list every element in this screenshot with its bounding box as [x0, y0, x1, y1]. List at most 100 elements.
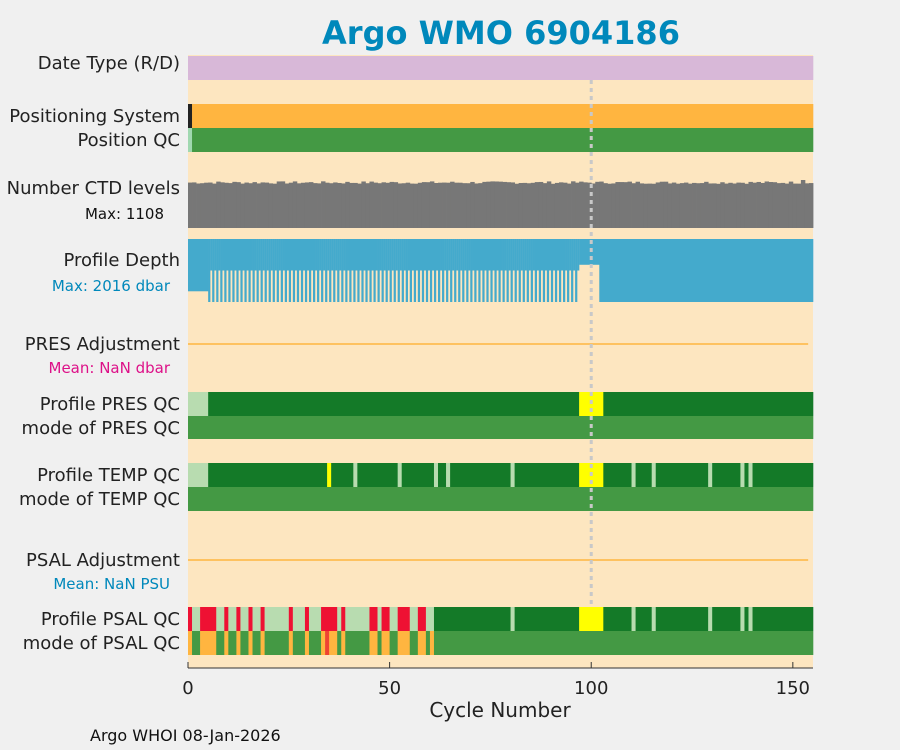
depth-bar-shallow: [319, 239, 322, 271]
mode-psal-qc-segment-16: [321, 631, 326, 655]
profile-temp-qc-segment-0: [188, 463, 209, 487]
depth-bar-deep: [502, 239, 505, 302]
ctd-level-bar: [647, 183, 653, 228]
mode-psal-qc-segment-4: [224, 631, 229, 655]
depth-bar-shallow: [246, 239, 249, 271]
ctd-level-bar: [401, 183, 407, 228]
depth-bar-shallow: [262, 239, 265, 271]
depth-bar-deep: [357, 239, 360, 302]
ctd-level-bar: [236, 182, 241, 228]
mode-psal-qc-segment-3: [216, 631, 225, 655]
depth-bar-deep: [232, 239, 235, 302]
ctd-level-bar: [462, 183, 467, 228]
mode-psal-qc-segment-7: [240, 631, 249, 655]
depth-bar-shallow: [339, 239, 342, 271]
profile-psal-qc-segment-2: [200, 607, 217, 631]
depth-bar-deep: [333, 239, 336, 302]
profile-temp-qc-segment-5: [357, 463, 398, 487]
depth-bar-deep: [349, 239, 352, 302]
depth-bar-shallow: [230, 239, 233, 271]
profile-temp-qc-segment-13: [514, 463, 580, 487]
profile-temp-qc-segment-16: [631, 463, 636, 487]
ctd-level-bar: [280, 181, 286, 228]
depth-bar-deep: [345, 239, 348, 302]
position-qc-segment-0: [188, 128, 193, 152]
depth-bar-deep: [486, 239, 489, 302]
row-profile-temp-qc: [188, 463, 814, 487]
ctd-level-bar: [740, 182, 745, 228]
ctd-level-bar: [409, 183, 415, 228]
ctd-level-bar: [200, 183, 205, 228]
ctd-level-bar: [373, 182, 378, 228]
profile-psal-qc-segment-30: [514, 607, 580, 631]
ctd-level-bar: [708, 183, 713, 228]
ctd-level-bar: [224, 182, 229, 228]
ctd-level-bar: [329, 183, 334, 228]
depth-bar-shallow: [577, 239, 580, 271]
ctd-level-bar: [276, 181, 282, 228]
ctd-level-bar: [724, 183, 729, 228]
row-label-profile-temp-qc: Profile TEMP QC: [37, 465, 180, 486]
depth-bar-shallow: [226, 239, 229, 271]
mode-psal-qc-segment-5: [228, 631, 237, 655]
depth-bar-deep: [272, 239, 275, 302]
ctd-level-bar: [595, 181, 600, 228]
ctd-level-bar: [361, 181, 366, 228]
ctd-level-bar: [554, 182, 560, 228]
mode-psal-qc-segment-17: [325, 631, 330, 655]
ctd-level-bar: [369, 181, 374, 228]
ctd-level-bar: [591, 183, 596, 228]
profile-psal-qc-segment-1: [192, 607, 201, 631]
depth-max-label: Max: 2016 dbar: [52, 277, 171, 295]
depth-bar-deep: [361, 239, 364, 302]
mode-psal-qc-segment-10: [260, 631, 265, 655]
depth-bar-deep: [373, 239, 376, 302]
depth-bar-shallow: [371, 239, 374, 271]
ctd-level-bar: [792, 183, 798, 228]
depth-bar-deep: [571, 239, 574, 302]
ctd-level-bar: [240, 183, 245, 228]
depth-bar-deep: [353, 239, 356, 302]
ctd-level-bar: [341, 183, 346, 228]
depth-bar-shallow: [472, 239, 475, 271]
profile-psal-qc-segment-8: [248, 607, 253, 631]
depth-bar-shallow: [440, 239, 443, 271]
depth-bar-deep: [558, 239, 562, 302]
ctd-level-bar: [260, 182, 266, 228]
mode-psal-qc-segment-15: [308, 631, 322, 655]
chart-title: Argo WMO 6904186: [322, 14, 680, 52]
profile-temp-qc-segment-2: [327, 463, 332, 487]
profile-pres-qc-segment-3: [603, 392, 814, 416]
row-label-psal-adjustment: PSAL Adjustment: [26, 550, 180, 571]
ctd-level-bar: [575, 182, 580, 228]
depth-bar-shallow: [383, 239, 386, 271]
ctd-level-bar: [474, 183, 479, 228]
profile-psal-qc-segment-11: [264, 607, 290, 631]
depth-bar-shallow: [556, 239, 560, 271]
mode-psal-qc-segment-22: [369, 631, 378, 655]
depth-bar-deep: [450, 239, 453, 302]
depth-bar-deep: [397, 239, 400, 302]
ctd-level-bar: [800, 180, 806, 228]
profile-psal-qc-segment-24: [397, 607, 411, 631]
ctd-level-bar: [627, 181, 632, 228]
depth-bar-deep: [317, 239, 320, 302]
ctd-level-bar: [599, 181, 604, 228]
mode-psal-qc-segment-24: [381, 631, 390, 655]
depth-bar-shallow: [419, 239, 423, 271]
depth-bar-deep: [276, 239, 279, 302]
depth-bar-shallow: [476, 239, 479, 271]
depth-bar-shallow: [391, 239, 394, 271]
depth-bar-shallow: [452, 239, 455, 271]
ctd-level-bar: [788, 181, 794, 228]
profile-psal-qc-segment-4: [224, 607, 229, 631]
ctd-level-bar: [639, 183, 645, 228]
mode-psal-qc-segment-31: [433, 631, 814, 655]
depth-bar-deep: [518, 239, 521, 302]
ctd-level-bar: [470, 181, 475, 228]
mode-psal-qc-segment-28: [417, 631, 427, 655]
ctd-level-bar: [248, 183, 253, 228]
depth-bar-deep: [446, 239, 449, 302]
row-mode-psal-qc: [188, 631, 814, 655]
depth-bar-shallow: [496, 239, 499, 271]
